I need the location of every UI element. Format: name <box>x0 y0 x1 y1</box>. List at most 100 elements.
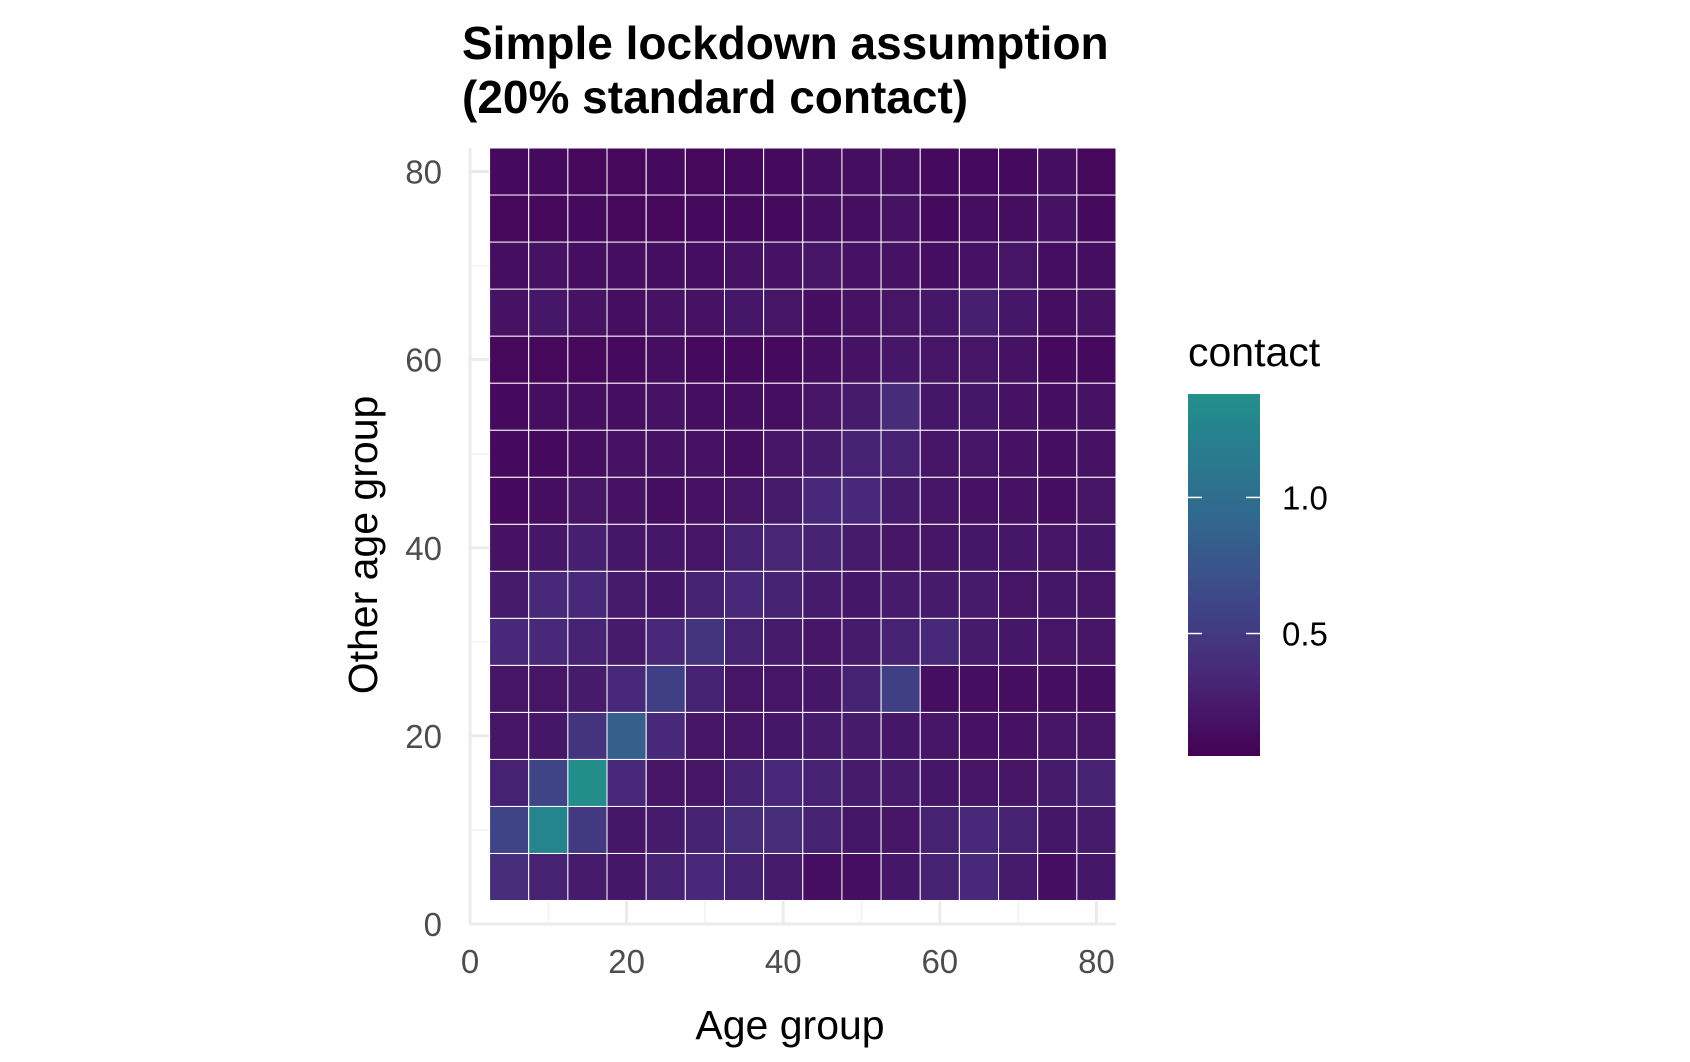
heatmap-cell <box>919 758 960 807</box>
heatmap-cell <box>880 523 921 572</box>
heatmap-cell <box>802 147 843 196</box>
heatmap-cell <box>567 523 608 572</box>
y-tick-label: 0 <box>424 906 442 943</box>
heatmap-cells <box>489 147 1117 901</box>
heatmap-cell <box>919 476 960 525</box>
heatmap-cell <box>645 617 686 666</box>
heatmap-cell <box>606 382 647 431</box>
heatmap-cell <box>763 758 804 807</box>
heatmap-cell <box>998 617 1039 666</box>
heatmap-cell <box>684 523 725 572</box>
y-axis-title: Other age group <box>340 396 386 695</box>
heatmap-cell <box>763 335 804 384</box>
heatmap-cell <box>802 523 843 572</box>
heatmap-cell <box>880 241 921 290</box>
heatmap-cell <box>1037 805 1078 854</box>
heatmap-cell <box>1076 523 1117 572</box>
heatmap-cell <box>528 852 569 901</box>
heatmap-cell <box>684 382 725 431</box>
heatmap-cell <box>998 711 1039 760</box>
heatmap-cell <box>880 805 921 854</box>
heatmap-cell <box>802 758 843 807</box>
heatmap-cell <box>684 147 725 196</box>
heatmap-cell <box>880 711 921 760</box>
heatmap-cell <box>763 382 804 431</box>
heatmap-cell <box>606 476 647 525</box>
heatmap-cell <box>763 570 804 619</box>
heatmap-cell <box>528 241 569 290</box>
chart-title: Simple lockdown assumption (20% standard… <box>462 17 1121 123</box>
heatmap-cell <box>919 805 960 854</box>
heatmap-cell <box>489 664 530 713</box>
heatmap-cell <box>723 194 765 243</box>
heatmap-cell <box>841 523 882 572</box>
heatmap-cell <box>723 664 765 713</box>
heatmap-cell <box>763 241 804 290</box>
heatmap-cell <box>684 852 725 901</box>
heatmap-cell <box>489 335 530 384</box>
heatmap-cell <box>802 241 843 290</box>
color-legend: contact 0.5 1.0 <box>1188 329 1328 756</box>
heatmap-cell <box>958 852 1000 901</box>
heatmap-cell <box>1037 147 1078 196</box>
heatmap-cell <box>1037 382 1078 431</box>
heatmap-cell <box>567 758 608 807</box>
chart-title-line-1: Simple lockdown assumption <box>462 17 1109 69</box>
heatmap-cell <box>606 335 647 384</box>
heatmap-cell <box>684 429 725 478</box>
heatmap-cell <box>684 335 725 384</box>
heatmap-cell <box>1076 288 1117 337</box>
heatmap-cell <box>684 758 725 807</box>
heatmap-cell <box>998 805 1039 854</box>
heatmap-cell <box>723 335 765 384</box>
legend-tick-label: 0.5 <box>1282 616 1328 653</box>
heatmap-cell <box>1076 382 1117 431</box>
heatmap-cell <box>723 852 765 901</box>
heatmap-cell <box>567 335 608 384</box>
heatmap-cell <box>841 570 882 619</box>
heatmap-cell <box>645 523 686 572</box>
heatmap-cell <box>919 429 960 478</box>
heatmap-cell <box>1076 570 1117 619</box>
heatmap-cell <box>489 617 530 666</box>
heatmap-cell <box>880 288 921 337</box>
heatmap-cell <box>606 147 647 196</box>
heatmap-cell <box>998 429 1039 478</box>
heatmap-cell <box>567 711 608 760</box>
heatmap-cell <box>723 382 765 431</box>
heatmap-cell <box>645 805 686 854</box>
heatmap-cell <box>919 194 960 243</box>
heatmap-cell <box>958 335 1000 384</box>
heatmap-cell <box>1037 617 1078 666</box>
heatmap-cell <box>763 711 804 760</box>
heatmap-cell <box>841 711 882 760</box>
heatmap-cell <box>958 523 1000 572</box>
heatmap-cell <box>958 429 1000 478</box>
heatmap-cell <box>684 476 725 525</box>
heatmap-cell <box>567 194 608 243</box>
heatmap-cell <box>880 382 921 431</box>
heatmap-cell <box>567 570 608 619</box>
heatmap-cell <box>645 194 686 243</box>
heatmap-cell <box>919 852 960 901</box>
heatmap-cell <box>528 194 569 243</box>
heatmap-cell <box>880 852 921 901</box>
heatmap-cell <box>684 664 725 713</box>
heatmap-cell <box>763 476 804 525</box>
heatmap-cell <box>567 147 608 196</box>
heatmap-cell <box>919 711 960 760</box>
heatmap-cell <box>489 523 530 572</box>
heatmap-cell <box>567 617 608 666</box>
heatmap-cell <box>645 711 686 760</box>
heatmap-cell <box>880 194 921 243</box>
heatmap-cell <box>998 335 1039 384</box>
heatmap-cell <box>763 288 804 337</box>
heatmap-cell <box>606 523 647 572</box>
heatmap-cell <box>763 523 804 572</box>
heatmap-cell <box>1037 476 1078 525</box>
heatmap-cell <box>528 664 569 713</box>
heatmap-cell <box>645 664 686 713</box>
heatmap-cell <box>958 758 1000 807</box>
heatmap-cell <box>958 664 1000 713</box>
heatmap-cell <box>606 805 647 854</box>
